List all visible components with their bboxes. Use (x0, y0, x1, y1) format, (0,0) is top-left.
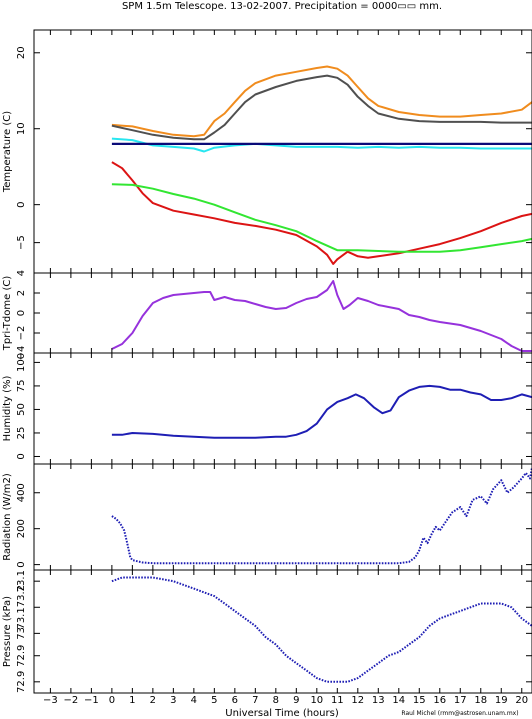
series-line-cyan (111, 137, 532, 153)
x-tick-label: 4 (191, 695, 197, 706)
x-tick-label: 19 (495, 695, 508, 706)
x-tick-label: 17 (454, 695, 467, 706)
x-tick-label: 10 (310, 695, 323, 706)
x-tick-label: 11 (331, 695, 344, 706)
x-axis: −3 −2 −1 0 1 2 3 4 5 6 7 8 9 10 11 12 13 14 15 16 17 18 19 20 (43, 695, 528, 706)
y-tick-label: 0 (16, 453, 27, 459)
y-tick-label: 25 (16, 427, 27, 440)
x-tick-label: 5 (211, 695, 217, 706)
y-tick-label: 4 (16, 270, 27, 276)
y-axis-label: Temperature (C) (2, 111, 13, 193)
y-tick-label: 73 (16, 627, 27, 640)
figure-title: SPM 1.5m Telescope. 13-02-2007. Precipit… (122, 1, 442, 12)
x-tick-label: −3 (43, 695, 58, 706)
y-tick-label: 0 (16, 201, 27, 207)
y-axis-label: Humidity (%) (2, 375, 13, 441)
panel-series-group-0 (111, 65, 532, 265)
credit-text: Raul Michel (rmm@astrosen.unam.mx) (401, 710, 518, 717)
panel-series-group-4 (111, 576, 532, 683)
x-tick-label: 12 (351, 695, 364, 706)
x-tick-label: 15 (413, 695, 426, 706)
y-tick-label: 73.1 (16, 570, 27, 592)
x-tick-label: −2 (64, 695, 79, 706)
y-axis-label: Radiation (W/m2) (2, 473, 13, 561)
y-tick-label: 73.173.2 (16, 585, 27, 630)
y-tick-label: −4 (16, 346, 27, 361)
x-tick-label: 13 (372, 695, 385, 706)
panel-frame (33, 569, 532, 694)
x-tick-label: 1 (129, 695, 135, 706)
y-tick-label: 72.9 (16, 645, 27, 667)
x-tick-label: 2 (150, 695, 156, 706)
y-tick-label: 72.9 (16, 671, 27, 693)
series-line-orange (111, 65, 532, 138)
y-tick-label: −5 (16, 235, 27, 250)
series-line-blue (111, 576, 532, 683)
y-axis-label: Tpri-Tdome (C) (2, 276, 13, 352)
series-line-green (111, 183, 532, 253)
x-tick-label: 3 (170, 695, 176, 706)
y-tick-label: 20 (16, 46, 27, 59)
x-tick-label: 8 (273, 695, 279, 706)
series-line-purple (111, 280, 532, 352)
x-tick-label: 6 (232, 695, 238, 706)
x-tick-label: 18 (474, 695, 487, 706)
panel-0: 20 10 0 −5 Temperature (C) (2, 29, 532, 274)
x-axis-label: Universal Time (hours) (225, 708, 339, 719)
y-tick-label: −2 (16, 326, 27, 341)
y-tick-label: 50 (16, 403, 27, 416)
x-tick-label: 9 (293, 695, 299, 706)
y-axis-label: Pressure (kPa) (2, 596, 13, 667)
y-tick-label: 75 (16, 380, 27, 393)
panel-series-group-1 (111, 280, 532, 352)
y-tick-label: 400 (16, 483, 27, 502)
y-tick-label: 0 (16, 310, 27, 316)
x-tick-label: 14 (392, 695, 405, 706)
series-line-red (111, 161, 532, 265)
y-tick-label: 0 (16, 561, 27, 567)
x-tick-label: 16 (433, 695, 446, 706)
x-tick-label: 7 (252, 695, 258, 706)
y-tick-label: 200 (16, 519, 27, 538)
series-line-blue (111, 384, 532, 439)
x-tick-label: 0 (109, 695, 115, 706)
series-line-gray (111, 74, 532, 141)
x-tick-label: −1 (84, 695, 99, 706)
x-tick-label: 20 (515, 695, 528, 706)
y-tick-label: 2 (16, 290, 27, 296)
panel-series-group-2 (111, 384, 532, 439)
y-tick-label: 10 (16, 122, 27, 135)
y-tick-label: 100 (16, 353, 27, 372)
